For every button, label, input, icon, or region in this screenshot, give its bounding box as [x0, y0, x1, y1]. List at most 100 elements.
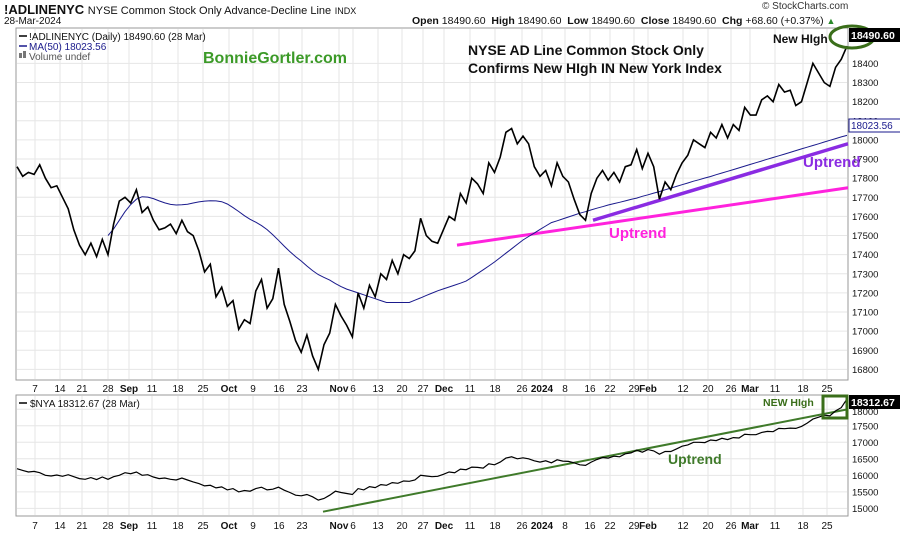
nya-last-value-label: 18312.67: [851, 397, 895, 409]
nya-new-high-box: [821, 394, 849, 420]
open-label: Open: [412, 15, 439, 27]
last-value-label: 18490.60: [851, 30, 895, 42]
x-tick-label-1: 14: [54, 384, 66, 395]
lower-y-tick-label-15000: 15000: [852, 504, 878, 515]
open-value: 18490.60: [441, 15, 486, 27]
chart-title-line1: NYSE AD Line Common Stock Only: [468, 42, 704, 58]
adline-line: [16, 45, 848, 372]
main-grid: [17, 29, 847, 379]
y-tick-label-17400: 17400: [852, 250, 878, 261]
y-tick-label-17200: 17200: [852, 288, 878, 299]
lower-x-tick-label-25: 29: [628, 521, 640, 532]
lower-x-tick-label-4: Sep: [120, 521, 138, 532]
low-label: Low: [567, 15, 589, 27]
lower-x-tick-label-0: 7: [32, 521, 38, 532]
lower-x-tick-label-13: 6: [350, 521, 356, 532]
x-tick-label-10: 16: [273, 384, 285, 395]
lower-x-tick-label-7: 25: [197, 521, 209, 532]
x-tick-label-25: 29: [628, 384, 640, 395]
lower-y-tick-label-15500: 15500: [852, 487, 878, 498]
symbol-title: !ADLINENYC NYSE Common Stock Only Advanc…: [4, 2, 356, 17]
x-tick-label-22: 8: [562, 384, 568, 395]
lower-x-tick-label-18: 11: [465, 521, 476, 532]
x-tick-label-9: 9: [250, 384, 256, 395]
x-tick-label-11: 23: [296, 384, 308, 395]
symbol-name: !ADLINENYC: [4, 2, 85, 17]
main-panel-frame: [15, 27, 849, 381]
x-tick-label-15: 20: [396, 384, 408, 395]
chg-value: +68.60 (+0.37%): [745, 15, 824, 27]
y-tick-label-18300: 18300: [852, 78, 878, 89]
lower-y-tick-label-18000: 18000: [852, 407, 878, 418]
x-tick-label-26: Feb: [639, 384, 657, 395]
y-tick-label-18200: 18200: [852, 97, 878, 108]
lower-x-tick-label-17: Dec: [435, 521, 454, 532]
lower-x-tick-label-9: 9: [250, 521, 256, 532]
ma-value-label: 18023.56: [851, 121, 893, 132]
chg-label: Chg: [722, 15, 743, 27]
lower-x-tick-label-3: 28: [102, 521, 114, 532]
y-tick-label-17000: 17000: [852, 327, 878, 338]
x-tick-label-16: 27: [417, 384, 429, 395]
main-x-axis: 7 14 21 28 Sep 11 18 25 Oct 9 16 23 Nov 6 13 20 27 Dec 11 1…: [32, 384, 833, 395]
ohlc-readout: Open 18490.60 High 18490.60 Low 18490.60…: [412, 15, 835, 27]
high-label: High: [491, 15, 515, 27]
lower-y-tick-label-17500: 17500: [852, 421, 878, 432]
lower-x-tick-label-5: 11: [147, 521, 158, 532]
nya-last-value-box: [849, 395, 900, 409]
last-value-box: [849, 28, 900, 42]
y-tick-label-18000: 18000: [852, 135, 878, 146]
y-tick-label-17300: 17300: [852, 269, 878, 280]
x-tick-label-32: 18: [797, 384, 809, 395]
x-tick-label-31: 11: [770, 384, 781, 395]
lower-x-tick-label-32: 18: [797, 521, 809, 532]
symbol-description: NYSE Common Stock Only Advance-Decline L…: [87, 5, 332, 17]
lower-legend: $NYA 18312.67 (28 Mar): [19, 399, 140, 410]
x-tick-label-3: 28: [102, 384, 114, 395]
lower-x-tick-label-31: 11: [770, 521, 781, 532]
lower-x-tick-label-23: 16: [584, 521, 596, 532]
uptrend-label-purple: Uptrend: [803, 154, 861, 171]
x-tick-label-14: 13: [372, 384, 384, 395]
uptrend-line-green: [322, 408, 849, 513]
nya-uptrend-label: Uptrend: [668, 451, 722, 467]
x-tick-label-2: 21: [76, 384, 88, 395]
y-tick-label-17100: 17100: [852, 308, 878, 319]
lower-x-tick-label-6: 18: [172, 521, 184, 532]
y-tick-label-17700: 17700: [852, 193, 878, 204]
x-tick-label-0: 7: [32, 384, 38, 395]
nya-line: [16, 398, 848, 501]
lower-x-tick-label-26: Feb: [639, 521, 657, 532]
y-tick-label-17600: 17600: [852, 212, 878, 223]
x-tick-label-20: 26: [516, 384, 528, 395]
x-tick-label-5: 11: [147, 384, 158, 395]
legend-ma50: MA(50) 18023.56: [29, 42, 107, 53]
main-y-axis: 16800 16900 17000 17100 17200 17300 17400 17500…: [852, 59, 878, 376]
lower-x-tick-label-12: Nov: [330, 521, 349, 532]
x-tick-label-27: 12: [677, 384, 689, 395]
low-value: 18490.60: [591, 15, 636, 27]
lower-grid: [17, 396, 847, 515]
legend-adline: !ADLINENYC (Daily) 18490.60 (28 Mar): [29, 32, 206, 43]
x-tick-label-8: Oct: [221, 384, 238, 395]
x-tick-label-21: 2024: [531, 384, 554, 395]
x-tick-label-29: 26: [725, 384, 737, 395]
lower-x-tick-label-15: 20: [396, 521, 408, 532]
nya-new-high-label: NEW HIgh: [763, 397, 814, 409]
legend-volume: Volume undef: [29, 52, 90, 63]
lower-x-tick-label-28: 20: [702, 521, 714, 532]
legend-nya: $NYA 18312.67 (28 Mar): [30, 399, 140, 410]
y-tick-label-17900: 17900: [852, 155, 878, 166]
lower-x-tick-label-29: 26: [725, 521, 737, 532]
lower-x-tick-label-24: 22: [604, 521, 616, 532]
x-tick-label-13: 6: [350, 384, 356, 395]
x-tick-label-12: Nov: [330, 384, 349, 395]
lower-x-tick-label-8: Oct: [221, 521, 238, 532]
lower-x-tick-label-22: 8: [562, 521, 568, 532]
lower-x-tick-label-33: 25: [821, 521, 833, 532]
y-tick-label-18400: 18400: [852, 59, 878, 70]
x-tick-label-18: 11: [465, 384, 476, 395]
uptrend-line-magenta: [456, 186, 849, 247]
y-tick-label-16800: 16800: [852, 365, 878, 376]
